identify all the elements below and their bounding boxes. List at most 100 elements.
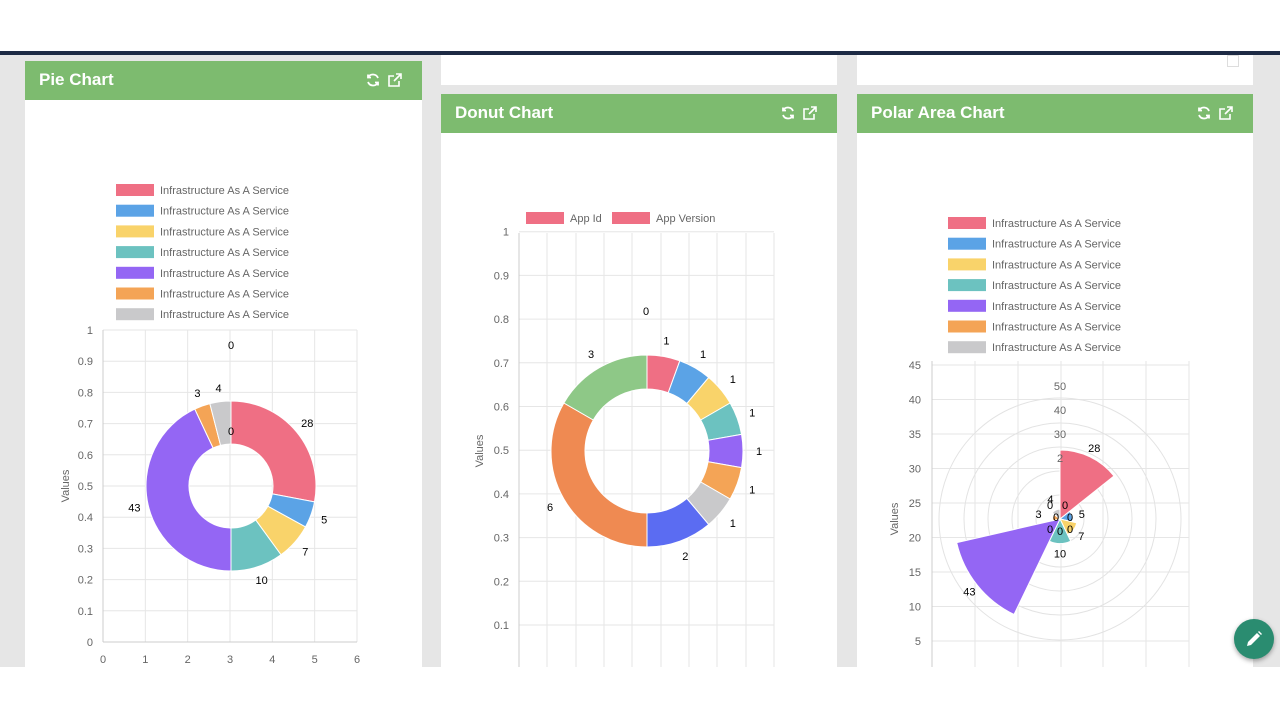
data-label: 10 xyxy=(255,575,267,587)
polar-chart-card: Polar Area Chart Infrastructure As A Ser… xyxy=(857,94,1253,667)
y-tick-label: 0 xyxy=(87,637,93,649)
donut-chart-title: Donut Chart xyxy=(455,103,554,122)
data-label: 3 xyxy=(194,388,200,400)
pie-slice xyxy=(209,400,232,446)
data-label: 4 xyxy=(216,383,222,395)
y-tick-label: 0.8 xyxy=(494,314,509,326)
data-label: 0 xyxy=(228,340,234,352)
x-tick-label: 4 xyxy=(269,654,275,666)
legend-label: Infrastructure As A Service xyxy=(160,226,289,238)
pie-chart-title: Pie Chart xyxy=(39,70,114,89)
data-label: 1 xyxy=(756,446,762,458)
y-tick-label: 40 xyxy=(909,395,921,407)
polar-area-chart: Infrastructure As A Service Infrastructur… xyxy=(889,217,1190,667)
pie-slice xyxy=(145,408,232,572)
legend-swatch xyxy=(948,341,986,354)
x-tick-label: 1 xyxy=(142,654,148,666)
pencil-icon xyxy=(1247,631,1262,646)
legend-swatch xyxy=(948,279,986,292)
data-label: 28 xyxy=(301,418,313,430)
data-label: 1 xyxy=(749,408,755,420)
data-label: 4 xyxy=(1047,494,1053,506)
legend-label: Infrastructure As A Service xyxy=(160,206,289,218)
radial-tick-label: 40 xyxy=(1054,405,1066,417)
pie-chart-body: Infrastructure As A Service Infrastructur… xyxy=(25,100,422,667)
radial-tick-label: 50 xyxy=(1054,381,1066,393)
data-label: 0 xyxy=(1062,500,1068,512)
radial-grid-circle xyxy=(987,446,1133,592)
x-tick-label: 0 xyxy=(100,654,106,666)
legend-swatch xyxy=(526,212,564,224)
y-tick-label: 0.2 xyxy=(78,575,93,587)
data-label: 1 xyxy=(730,374,736,386)
radial-grid-circle xyxy=(938,397,1182,641)
y-tick-label: 0.6 xyxy=(494,402,509,414)
y-tick-label: 45 xyxy=(909,360,921,372)
external-link-icon[interactable] xyxy=(802,105,818,121)
refresh-icon[interactable] xyxy=(1196,105,1212,121)
data-label: 0 xyxy=(1053,512,1059,524)
legend-swatch xyxy=(948,299,986,312)
y-axis-label: Values xyxy=(60,469,72,502)
donut-chart: App Id App Version 0.1 0.2 0.3 0.4 0.5 0.6 0.7 0.… xyxy=(474,212,775,667)
y-tick-label: 0.5 xyxy=(78,481,93,493)
polar-slice xyxy=(1059,449,1115,520)
y-axis-label: Values xyxy=(889,502,901,535)
y-tick-label: 10 xyxy=(909,602,921,614)
radial-grid-circle xyxy=(963,422,1157,616)
legend-swatch xyxy=(948,217,986,229)
legend-label: Infrastructure As A Service xyxy=(160,247,289,259)
y-tick-label: 0.1 xyxy=(78,606,93,618)
data-label: 3 xyxy=(1035,509,1041,521)
y-tick-label: 0.7 xyxy=(494,358,509,370)
donut-slice xyxy=(550,402,648,548)
radial-tick-label: 30 xyxy=(1054,429,1066,441)
data-label: 3 xyxy=(588,349,594,361)
pie-chart: Infrastructure As A Service Infrastructur… xyxy=(60,184,360,666)
y-tick-label: 0.4 xyxy=(78,512,93,524)
scrollbar-stub[interactable] xyxy=(1227,55,1239,67)
previous-card-right xyxy=(857,55,1253,85)
data-label: 2 xyxy=(682,551,688,563)
legend-swatch xyxy=(116,204,154,217)
legend-label: Infrastructure As A Service xyxy=(160,268,289,280)
refresh-icon[interactable] xyxy=(780,105,796,121)
polar-slice xyxy=(1051,508,1061,520)
data-label: 7 xyxy=(302,546,308,558)
legend-label: Infrastructure As A Service xyxy=(160,309,289,321)
x-tick-label: 6 xyxy=(354,654,360,666)
y-tick-label: 0.3 xyxy=(78,543,93,555)
data-label: 5 xyxy=(321,515,327,527)
legend-label: Infrastructure As A Service xyxy=(160,289,289,301)
y-tick-label: 1 xyxy=(503,227,509,239)
edit-fab-button[interactable] xyxy=(1234,619,1274,659)
x-tick-label: 5 xyxy=(312,654,318,666)
legend-swatch xyxy=(116,225,154,238)
pie-chart-header: Pie Chart xyxy=(25,61,422,100)
data-label: 43 xyxy=(128,503,140,515)
data-label: 43 xyxy=(963,586,975,598)
data-label: 7 xyxy=(1078,531,1084,543)
legend-swatch xyxy=(948,258,986,271)
y-tick-label: 0.9 xyxy=(494,270,509,282)
y-tick-label: 20 xyxy=(909,533,921,545)
refresh-icon[interactable] xyxy=(365,72,381,88)
data-label: 0 xyxy=(1047,500,1053,512)
legend-label: App Id xyxy=(570,213,602,225)
y-tick-label: 35 xyxy=(909,429,921,441)
y-tick-label: 1 xyxy=(87,325,93,337)
previous-card-middle xyxy=(441,55,837,85)
donut-chart-card: Donut Chart App Id App Version 0.1 0.2 0.3 0.… xyxy=(441,94,837,667)
y-tick-label: 15 xyxy=(909,567,921,579)
legend-swatch xyxy=(116,287,154,300)
external-link-icon[interactable] xyxy=(1218,105,1234,121)
legend-label: Infrastructure As A Service xyxy=(992,259,1121,271)
data-label: 6 xyxy=(547,502,553,514)
data-label: 10 xyxy=(1054,549,1066,561)
legend-swatch xyxy=(116,246,154,259)
legend-label: Infrastructure As A Service xyxy=(992,280,1121,292)
y-tick-label: 0.4 xyxy=(494,489,509,501)
external-link-icon[interactable] xyxy=(387,72,403,88)
y-tick-label: 0.8 xyxy=(78,387,93,399)
y-tick-label: 5 xyxy=(915,636,921,648)
